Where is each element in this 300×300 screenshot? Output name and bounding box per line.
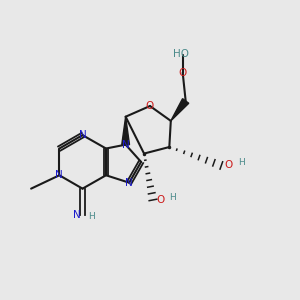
Text: H: H: [238, 158, 244, 167]
Text: O: O: [156, 195, 164, 205]
Text: O: O: [224, 160, 232, 170]
Text: O: O: [146, 101, 154, 111]
Text: H: H: [88, 212, 95, 221]
Text: HO: HO: [173, 49, 189, 59]
Text: H: H: [169, 193, 176, 202]
Text: N: N: [125, 178, 133, 188]
Text: N: N: [79, 130, 86, 140]
Text: N: N: [122, 140, 130, 150]
Polygon shape: [122, 117, 130, 145]
Text: N: N: [73, 210, 81, 220]
Text: O: O: [178, 68, 187, 78]
Polygon shape: [171, 99, 189, 121]
Text: N: N: [56, 170, 63, 180]
